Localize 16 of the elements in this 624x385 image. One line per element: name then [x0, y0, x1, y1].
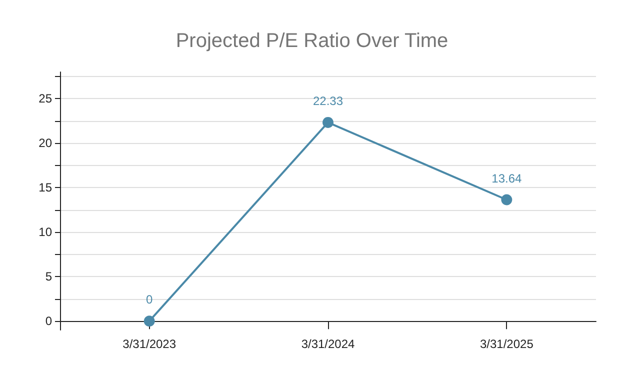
y-tick-label: 25	[38, 92, 52, 106]
y-tick-label: 10	[38, 225, 52, 240]
point	[144, 316, 155, 327]
chart-title: Projected P/E Ratio Over Time	[176, 30, 448, 52]
y-tick-label: 15	[38, 180, 52, 195]
y-tick-label: 5	[45, 270, 52, 284]
y-tick-label: 0	[45, 314, 52, 328]
data-label: 0	[146, 292, 153, 307]
x-tick-label: 3/31/2025	[480, 337, 534, 351]
point	[501, 194, 512, 206]
data-label: 22.33	[312, 94, 344, 108]
x-tick-label: 3/31/2023	[122, 337, 176, 351]
x-tick-label: 3/31/2024	[301, 337, 356, 351]
y-tick-label: 20	[38, 136, 52, 150]
point	[322, 116, 334, 128]
data-label: 13.64	[492, 171, 522, 186]
